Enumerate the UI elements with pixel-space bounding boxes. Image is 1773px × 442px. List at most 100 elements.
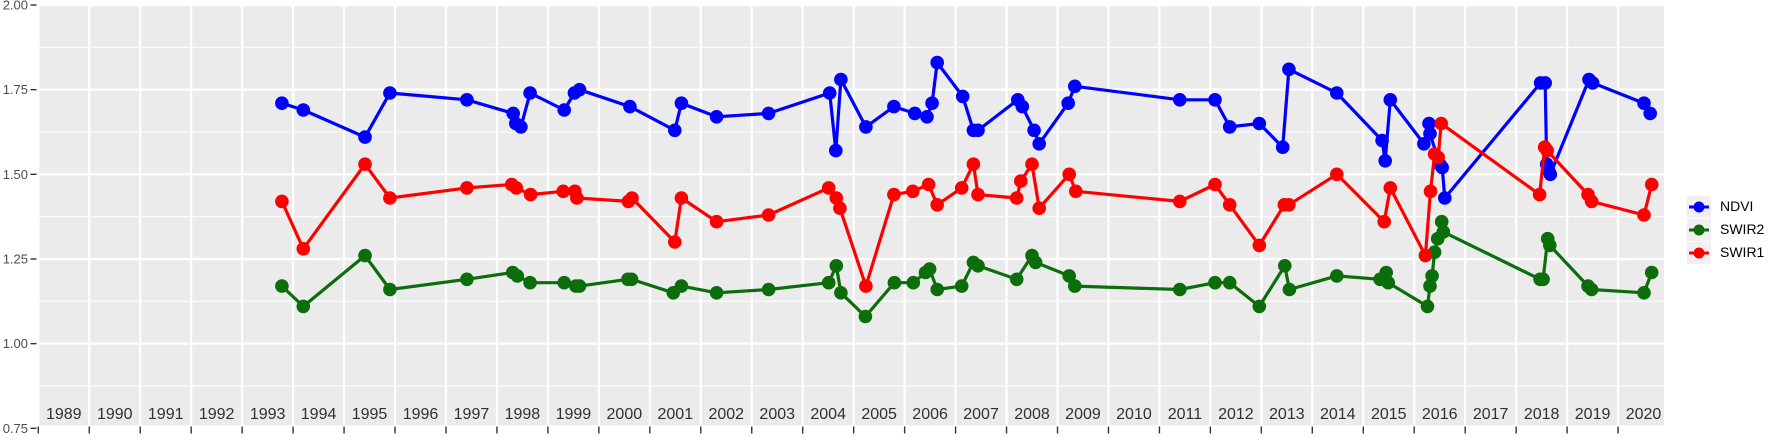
data-point-NDVI (1423, 126, 1437, 141)
plot-panel (37, 4, 1664, 426)
data-point-SWIR2 (1330, 269, 1344, 283)
data-point-NDVI (296, 103, 311, 117)
legend-label-swir1: SWIR1 (1720, 244, 1765, 260)
data-point-NDVI (460, 93, 474, 107)
x-axis-label: 1991 (148, 406, 184, 423)
x-axis-label: 2008 (1014, 406, 1050, 423)
legend-item-swir2: SWIR2 (1687, 218, 1764, 241)
data-point-SWIR1 (1282, 198, 1296, 212)
data-point-SWIR1 (1252, 238, 1267, 253)
data-point-NDVI (1330, 86, 1344, 100)
data-point-SWIR2 (1543, 238, 1557, 253)
data-point-SWIR1 (1062, 167, 1076, 182)
data-point-SWIR2 (906, 275, 921, 290)
data-point-NDVI (623, 99, 637, 114)
x-axis-label: 2007 (963, 406, 999, 423)
data-point-NDVI (1585, 76, 1600, 90)
data-point-NDVI (1378, 154, 1392, 168)
data-point-SWIR1 (674, 191, 689, 205)
data-point-NDVI (1015, 99, 1030, 114)
data-point-SWIR2 (1436, 225, 1451, 239)
data-point-SWIR1 (954, 181, 969, 195)
data-point-NDVI (1282, 62, 1296, 77)
data-point-NDVI (1275, 140, 1290, 154)
x-axis-label: 2010 (1116, 406, 1152, 423)
data-point-SWIR2 (1028, 255, 1043, 270)
data-point-SWIR1 (556, 184, 570, 199)
data-point-SWIR1 (625, 191, 639, 205)
x-axis-label: 2014 (1320, 406, 1356, 423)
data-point-SWIR2 (510, 269, 525, 283)
data-point-NDVI (1208, 93, 1222, 107)
y-axis-label: 1.50 (3, 167, 28, 182)
data-point-SWIR1 (1032, 201, 1046, 215)
data-point-NDVI (1222, 120, 1237, 134)
data-point-SWIR2 (1423, 279, 1437, 293)
data-point-SWIR2 (887, 275, 902, 290)
data-point-NDVI (557, 103, 571, 117)
x-axis-label: 1995 (352, 406, 388, 423)
data-point-SWIR1 (829, 191, 844, 205)
data-point-NDVI (1068, 79, 1082, 94)
x-axis-label: 2005 (861, 406, 897, 423)
data-point-SWIR1 (1423, 184, 1438, 199)
data-point-SWIR2 (1379, 265, 1393, 280)
data-point-NDVI (1417, 137, 1431, 151)
legend-label-ndvi: NDVI (1720, 198, 1754, 214)
data-point-SWIR2 (296, 299, 311, 314)
data-point-SWIR1 (1009, 191, 1024, 205)
data-point-SWIR1 (859, 279, 873, 293)
x-axis-label: 2012 (1218, 406, 1254, 423)
data-point-SWIR2 (1252, 299, 1267, 314)
data-point-NDVI (572, 82, 587, 97)
data-point-NDVI (674, 96, 689, 110)
data-point-SWIR1 (509, 181, 524, 195)
data-point-SWIR2 (1278, 259, 1292, 273)
data-point-SWIR1 (1644, 177, 1659, 192)
x-axis-label: 1993 (250, 406, 286, 423)
data-point-SWIR1 (1584, 194, 1599, 209)
data-point-SWIR1 (1025, 157, 1039, 171)
x-axis-label: 2001 (658, 406, 694, 423)
data-point-SWIR2 (674, 279, 689, 293)
data-point-SWIR1 (906, 184, 920, 199)
legend: NDVI SWIR2 SWIR1 (1687, 195, 1764, 264)
data-point-SWIR1 (966, 157, 981, 171)
data-point-SWIR2 (383, 282, 397, 297)
data-point-SWIR1 (1377, 214, 1391, 229)
data-point-SWIR1 (1173, 194, 1187, 209)
data-point-SWIR2 (761, 282, 776, 297)
swir2-point-icon (1689, 224, 1709, 235)
data-point-NDVI (1061, 96, 1075, 110)
legend-key-ndvi (1687, 195, 1711, 218)
x-axis-label: 1989 (46, 406, 82, 423)
x-axis-label: 2003 (759, 406, 795, 423)
x-axis-label: 2000 (607, 406, 643, 423)
data-point-NDVI (955, 89, 970, 104)
data-point-NDVI (1643, 106, 1657, 121)
legend-key-swir2 (1687, 218, 1711, 241)
data-point-NDVI (829, 143, 843, 158)
data-point-SWIR2 (1536, 272, 1550, 287)
data-point-SWIR2 (523, 275, 537, 290)
data-point-SWIR1 (383, 191, 397, 205)
data-point-SWIR1 (833, 201, 847, 215)
data-point-NDVI (1032, 137, 1046, 151)
ndvi-point-icon (1689, 201, 1709, 212)
data-point-NDVI (383, 86, 397, 100)
data-point-SWIR1 (709, 214, 724, 229)
data-point-SWIR2 (1222, 275, 1237, 290)
x-axis-label: 2020 (1626, 406, 1662, 423)
data-point-SWIR2 (460, 272, 474, 287)
data-point-NDVI (908, 106, 922, 121)
data-point-SWIR2 (829, 259, 844, 273)
data-point-NDVI (709, 110, 724, 124)
data-point-NDVI (925, 96, 939, 110)
data-point-SWIR1 (971, 187, 985, 202)
data-point-SWIR2 (1009, 272, 1024, 287)
data-point-SWIR1 (921, 177, 936, 192)
data-point-NDVI (822, 86, 837, 100)
data-point-SWIR1 (296, 242, 311, 256)
data-point-SWIR2 (275, 279, 289, 293)
data-point-SWIR2 (954, 279, 969, 293)
